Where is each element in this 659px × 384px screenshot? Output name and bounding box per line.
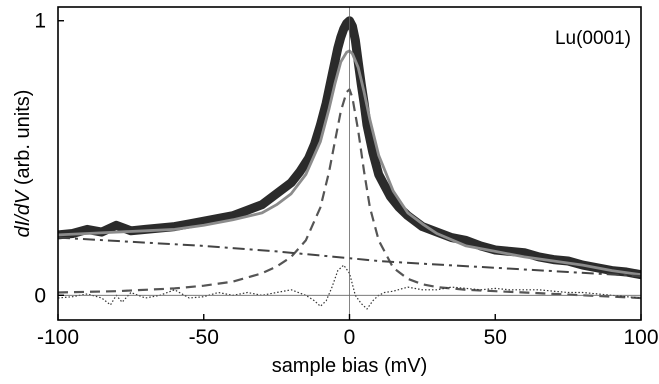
sample-annotation: Lu(0001) — [555, 28, 631, 49]
y-axis-title: dI/dV (arb. units) — [12, 90, 34, 238]
reference-lines — [58, 7, 641, 320]
series-dotted-residual — [58, 264, 641, 310]
y-axis-unit: (arb. units) — [12, 90, 34, 191]
y-axis-quantity: dI/dV — [12, 189, 34, 237]
x-tick-label: -50 — [189, 326, 219, 349]
axis-ticks: -100 -50 0 50 100 0 1 — [34, 10, 658, 349]
x-tick-label: 100 — [623, 326, 658, 349]
y-tick-label: 1 — [34, 10, 46, 33]
y-tick-label: 0 — [34, 284, 46, 307]
x-axis-title: sample bias (mV) — [272, 355, 428, 377]
x-tick-label: 0 — [344, 326, 356, 349]
x-tick-label: -100 — [37, 326, 79, 349]
x-tick-label: 50 — [484, 326, 507, 349]
